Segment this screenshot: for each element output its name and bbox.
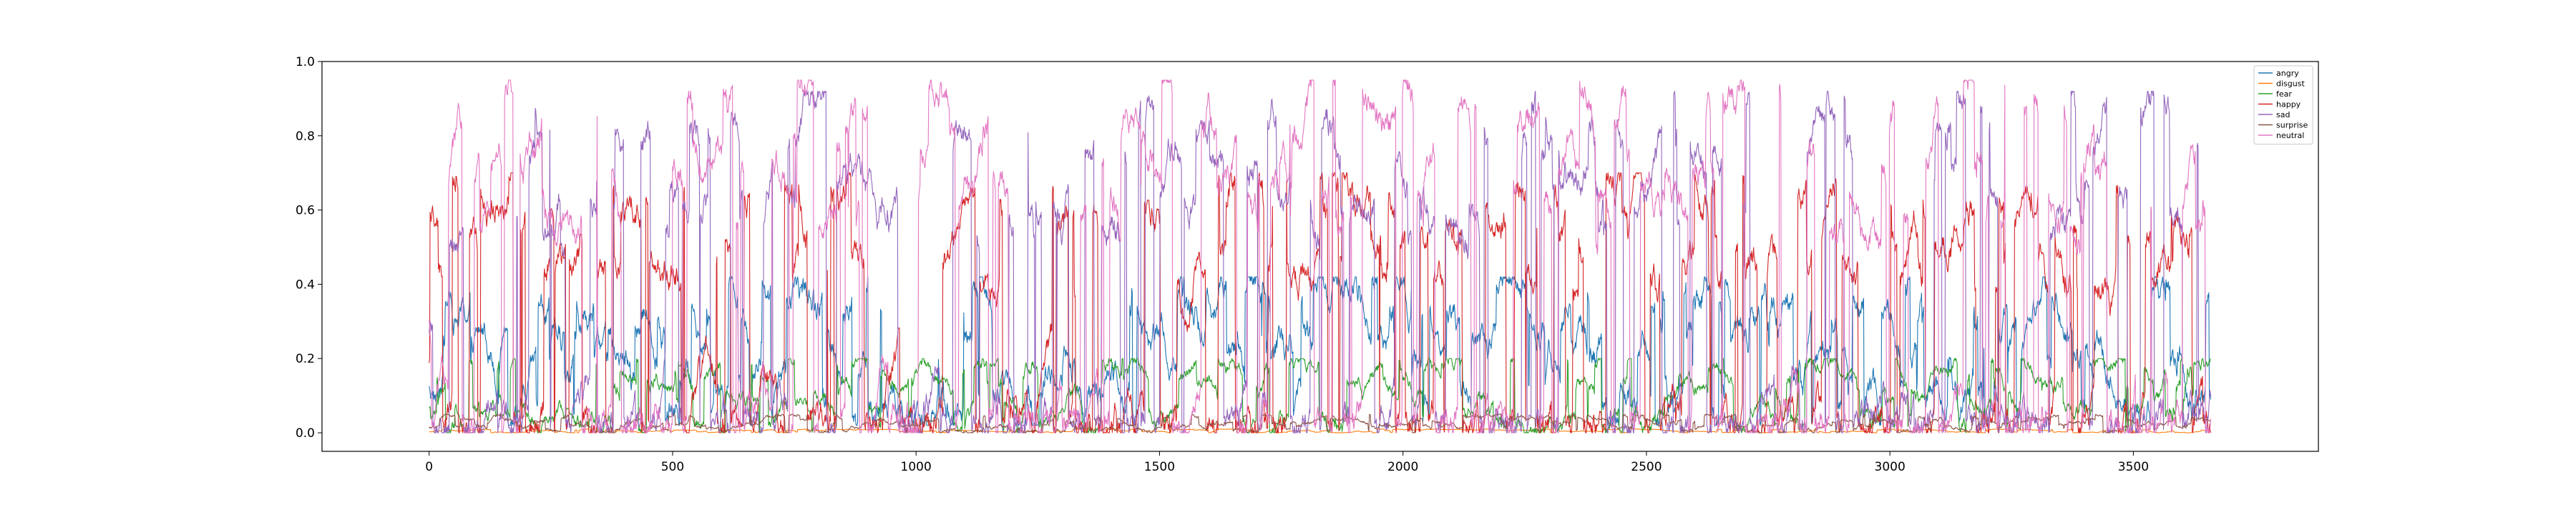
x-tick-label: 3000: [1875, 460, 1906, 474]
legend-label-angry: angry: [2276, 69, 2299, 78]
legend-label-disgust: disgust: [2276, 79, 2305, 89]
y-tick-label: 0.6: [296, 204, 315, 218]
series-line-angry: [429, 276, 2212, 426]
x-tick-label: 3500: [2118, 460, 2149, 474]
y-tick-label: 0.4: [296, 278, 315, 292]
legend-label-fear: fear: [2276, 89, 2292, 99]
x-tick-label: 1000: [901, 460, 932, 474]
x-tick-label: 1500: [1144, 460, 1175, 474]
x-tick-label: 0: [425, 460, 433, 474]
plot-frame: [321, 61, 2319, 452]
y-tick-label: 0.2: [296, 352, 315, 366]
y-tick-label: 1.0: [296, 55, 315, 69]
series-line-neutral: [429, 79, 2212, 433]
y-tick-label: 0.8: [296, 129, 315, 144]
x-tick-label: 2000: [1387, 460, 1418, 474]
series-group: [429, 79, 2212, 433]
legend-label-happy: happy: [2276, 100, 2301, 109]
legend-label-sad: sad: [2276, 110, 2290, 119]
legend-label-surprise: surprise: [2276, 121, 2308, 130]
series-line-sad: [429, 90, 2212, 433]
y-tick-label: 0.0: [296, 426, 315, 441]
x-tick-label: 2500: [1631, 460, 1662, 474]
legend-label-neutral: neutral: [2276, 131, 2304, 140]
x-tick-label: 500: [661, 460, 684, 474]
series-line-happy: [429, 172, 2212, 433]
